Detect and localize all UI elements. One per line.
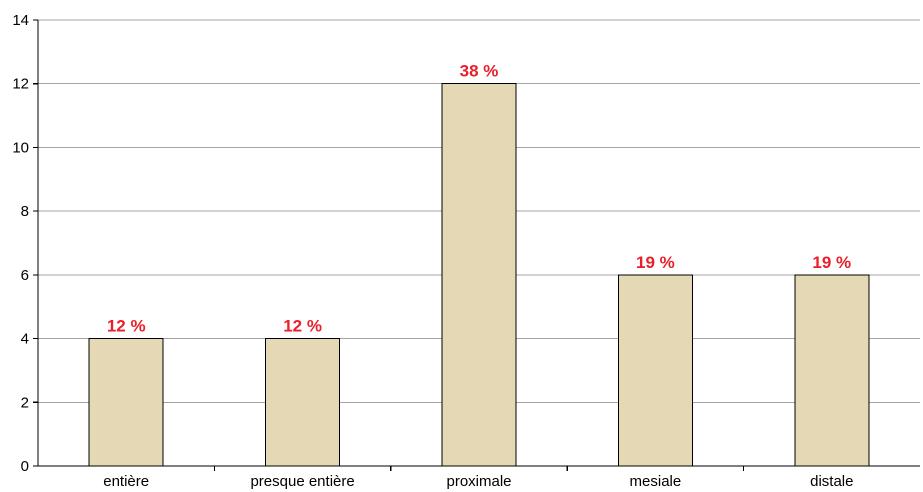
- y-tick-label-8: 8: [21, 203, 29, 220]
- y-tick-label-6: 6: [21, 267, 29, 284]
- data-label-0: 12 %: [107, 317, 146, 336]
- x-tick-label-2: proximale: [446, 473, 511, 490]
- x-tick-label-4: distale: [810, 473, 853, 490]
- x-tick-label-1: presque entière: [250, 473, 354, 490]
- data-labels: 12 % 12 % 38 % 19 % 19 %: [107, 62, 851, 336]
- data-label-3: 19 %: [636, 253, 675, 272]
- bar-0: [88, 338, 164, 467]
- data-label-2: 38 %: [460, 62, 499, 81]
- bar-1: [265, 338, 341, 467]
- x-axis-ticks: entière presque entière proximale mesiale di…: [103, 466, 853, 490]
- y-tick-label-0: 0: [21, 458, 29, 475]
- y-axis-ticks: 0 2 4 6 8 10 12 14: [12, 12, 38, 475]
- y-tick-label-10: 10: [12, 139, 29, 156]
- bar-series: [88, 83, 870, 467]
- y-tick-label-4: 4: [21, 331, 29, 348]
- data-label-1: 12 %: [283, 317, 322, 336]
- bar-4: [794, 274, 870, 467]
- y-tick-label-2: 2: [21, 394, 29, 411]
- y-tick-label-14: 14: [12, 12, 29, 29]
- x-tick-label-0: entière: [103, 473, 149, 490]
- bar-3: [617, 274, 693, 467]
- x-tick-label-3: mesiale: [630, 473, 682, 490]
- y-tick-label-12: 12: [12, 76, 29, 93]
- data-label-4: 19 %: [812, 253, 851, 272]
- axes: [37, 20, 920, 467]
- bar-2: [441, 83, 517, 467]
